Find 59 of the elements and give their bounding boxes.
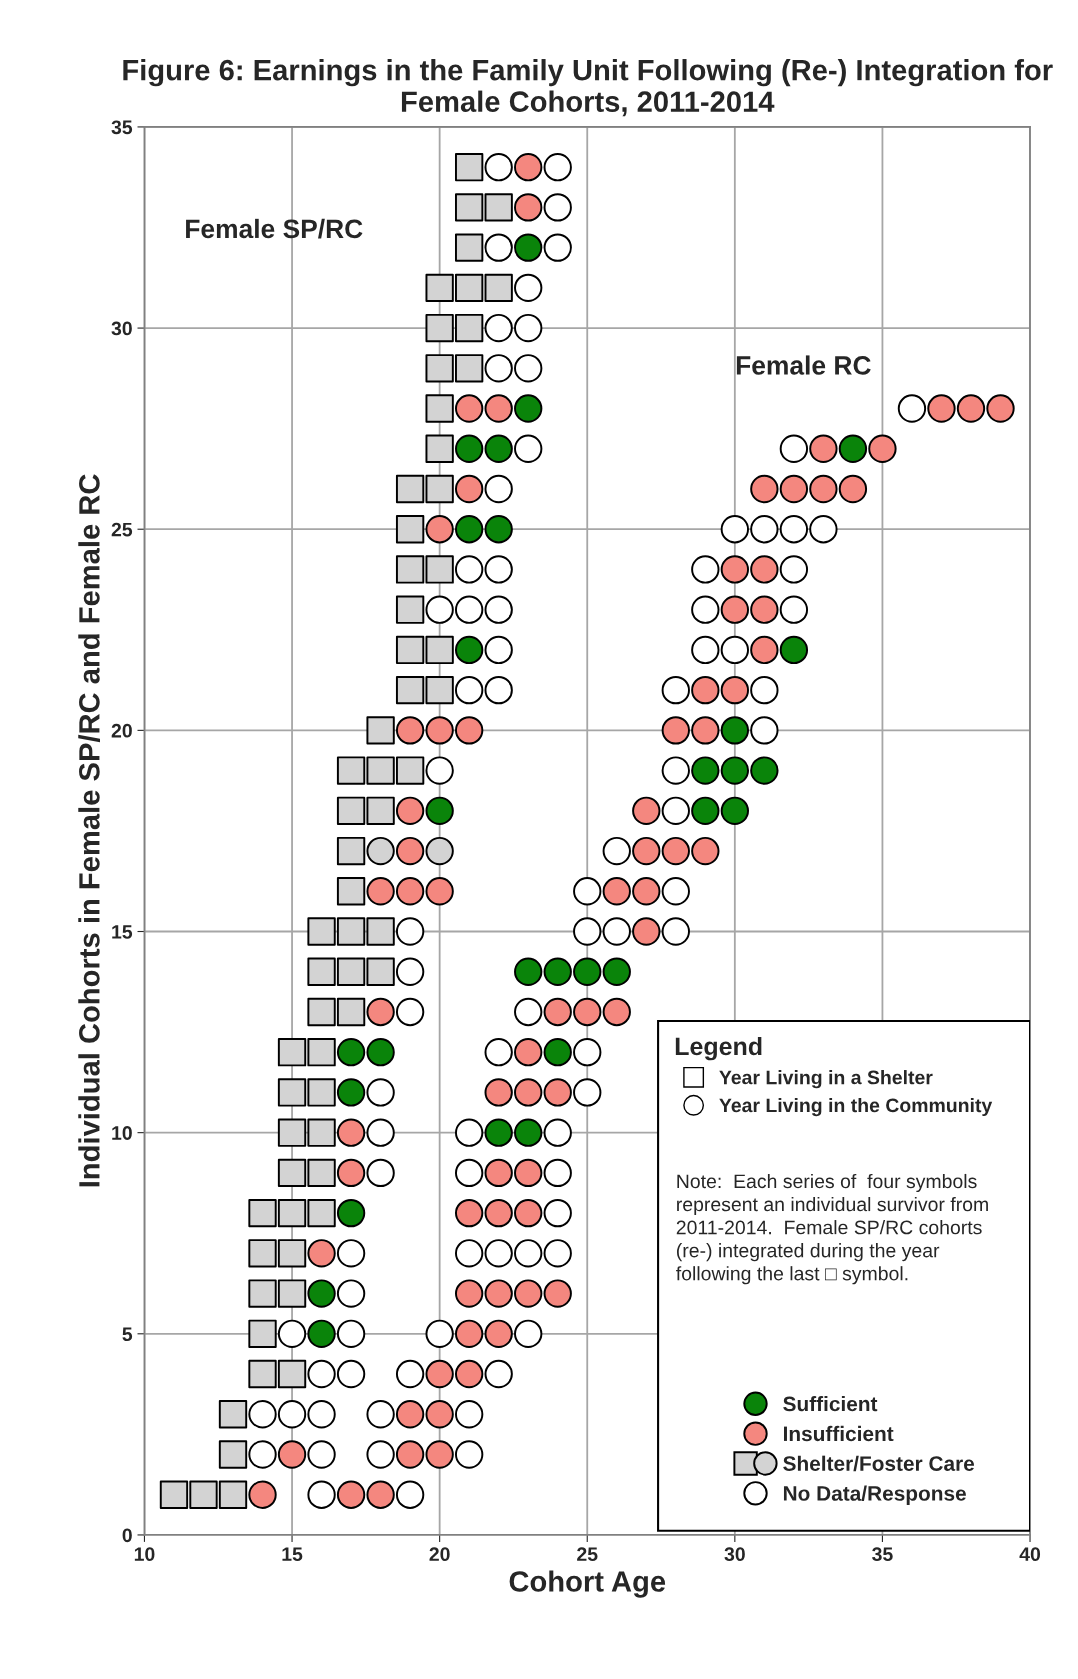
point — [514, 233, 543, 262]
point — [425, 796, 454, 825]
point — [484, 434, 513, 463]
point — [691, 756, 720, 785]
point — [543, 957, 572, 986]
point — [573, 957, 602, 986]
x-tick-label: 25 — [577, 1547, 598, 1562]
y-tick-label: 35 — [111, 120, 133, 135]
legend-label: Shelter/Foster Care — [783, 1455, 975, 1472]
legend-label: Sufficient — [783, 1396, 878, 1412]
point — [455, 434, 484, 463]
point — [455, 635, 484, 665]
point — [307, 1319, 336, 1348]
point — [720, 716, 749, 745]
annotation: Year Living in the Community — [719, 1097, 993, 1117]
point — [484, 1118, 513, 1147]
x-tick-label: 15 — [282, 1547, 303, 1562]
point — [514, 1118, 543, 1147]
point — [543, 1038, 572, 1067]
point — [455, 515, 484, 544]
point — [366, 1038, 395, 1067]
point — [720, 756, 749, 785]
x-tick-label: 20 — [429, 1547, 450, 1562]
point — [691, 796, 720, 825]
point — [750, 756, 779, 785]
x-tick-label: 10 — [134, 1547, 155, 1562]
point — [720, 796, 749, 825]
annotation: Female SP/RC — [186, 218, 363, 239]
point — [514, 394, 543, 423]
legend-label: No Data/Response — [783, 1485, 966, 1505]
point — [336, 1198, 366, 1228]
point — [336, 1038, 366, 1067]
x-tick-label: 30 — [724, 1547, 745, 1562]
y-tick-label: 5 — [122, 1327, 133, 1342]
y-tick-label: 20 — [111, 723, 132, 738]
point — [366, 836, 395, 866]
y-tick-label: 15 — [112, 925, 133, 939]
x-tick-label: 35 — [872, 1547, 893, 1562]
point — [602, 957, 631, 986]
y-tick-label: 0 — [122, 1528, 132, 1543]
point — [838, 434, 868, 463]
chart-title: Figure 6: Earnings in the Family Unit Following (Re-) Integration for Female Cohorts, 2011-2014 — [123, 59, 1053, 117]
annotation: Year Living in a Shelter — [719, 1070, 933, 1089]
y-tick-label: 25 — [111, 522, 133, 537]
x-axis-title: Cohort Age — [509, 1570, 666, 1598]
point — [484, 515, 513, 544]
point — [336, 1078, 366, 1107]
point — [425, 836, 454, 866]
point — [307, 1279, 336, 1308]
point — [514, 957, 543, 986]
point — [779, 635, 809, 665]
y-tick-label: 10 — [112, 1126, 132, 1140]
legend-title: Legend — [675, 1036, 762, 1061]
legend-label: Insufficient — [783, 1425, 894, 1442]
annotation: Female RC — [736, 355, 871, 375]
x-tick-label: 40 — [1019, 1547, 1041, 1562]
y-tick-label: 30 — [111, 321, 132, 336]
y-axis-title: Individual Cohorts in Female SP/RC and Female RC — [78, 474, 100, 1187]
annotation: Note: Each series of four symbols represent an individual survivor from 2011-2014. Female SP/RC cohorts (re-) integrated during the year following the last □ symbol. — [676, 1173, 988, 1285]
